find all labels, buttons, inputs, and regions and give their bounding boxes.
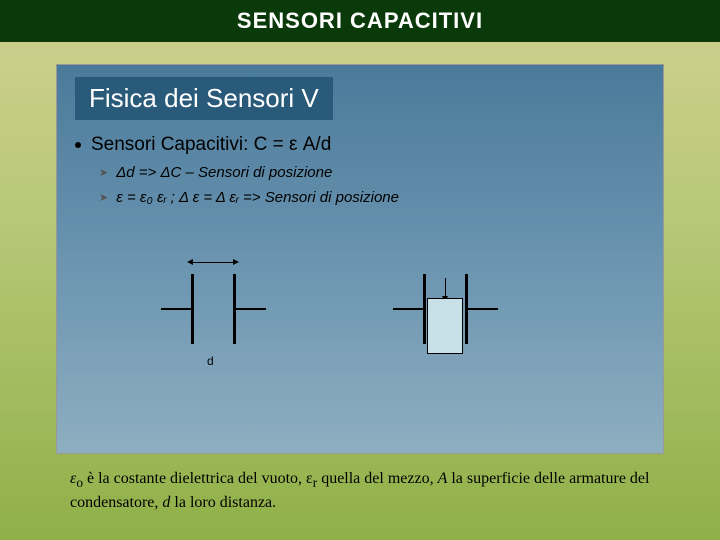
sub-text-1: Δd => ΔC – Sensori di posizione [116,164,332,181]
d-label: d [207,354,214,368]
main-bullet: Sensori Capacitivi: C = ε A/d [75,134,645,156]
sub-text-2: ε = ε₀ εᵣ ; Δ ε = Δ εᵣ => Sensori di pos… [116,189,399,206]
header-title: SENSORI CAPACITIVI [237,8,483,34]
formula-line: Sensori Capacitivi: C = ε A/d [91,134,331,156]
sub-bullet-2: ➤ ε = ε₀ εᵣ ; Δ ε = Δ εᵣ => Sensori di p… [99,189,645,206]
content-panel: Fisica dei Sensori V Sensori Capacitivi:… [56,64,664,454]
chevron-icon: ➤ [99,191,108,204]
capacitor-diagram-1: d [155,254,275,394]
panel-title: Fisica dei Sensori V [75,77,333,120]
sub-bullet-1: ➤ Δd => ΔC – Sensori di posizione [99,164,645,181]
capacitor-diagram-2 [385,254,505,394]
bullet-dot-icon [75,142,81,148]
chevron-icon: ➤ [99,166,108,179]
diagrams-row: d [155,254,645,394]
dielectric-fill [427,298,463,354]
caption-text: εo è la costante dielettrica del vuoto, … [70,468,650,514]
header-bar: SENSORI CAPACITIVI [0,0,720,42]
